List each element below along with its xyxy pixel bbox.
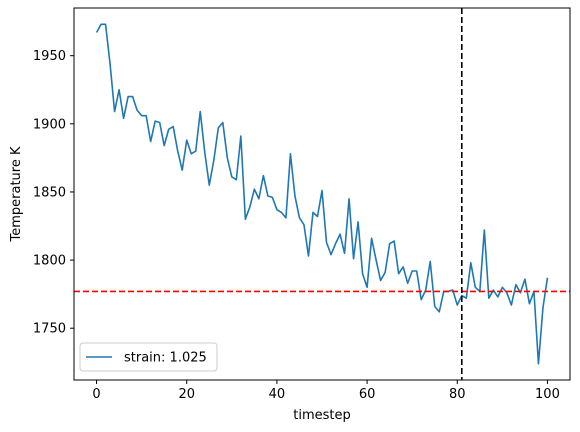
x-tick-label: 60	[359, 387, 376, 402]
x-tick-label: 40	[269, 387, 286, 402]
y-tick-label: 1850	[33, 185, 66, 200]
y-tick-label: 1750	[33, 322, 66, 337]
legend-box	[79, 342, 218, 372]
x-tick-label: 100	[535, 387, 560, 402]
series-line-0	[95, 23, 549, 365]
y-axis-label: Temperature K	[9, 146, 24, 242]
x-tick-label: 80	[449, 387, 466, 402]
x-axis-label: timestep	[293, 408, 351, 423]
x-axis-ticks: 0 20 40 60 80 100	[92, 380, 560, 402]
legend: strain: 1.025	[79, 342, 218, 372]
x-tick-label: 0	[92, 387, 100, 402]
plot-area	[95, 23, 549, 365]
y-tick-label: 1950	[33, 49, 66, 64]
y-tick-label: 1800	[33, 254, 66, 269]
y-axis-ticks: 1750 1800 1850 1900 1950	[33, 49, 74, 337]
reference-lines	[74, 8, 570, 380]
x-tick-label: 20	[178, 387, 195, 402]
legend-label: strain: 1.025	[124, 351, 207, 366]
axes-frame	[73, 7, 571, 381]
y-tick-label: 1900	[33, 117, 66, 132]
